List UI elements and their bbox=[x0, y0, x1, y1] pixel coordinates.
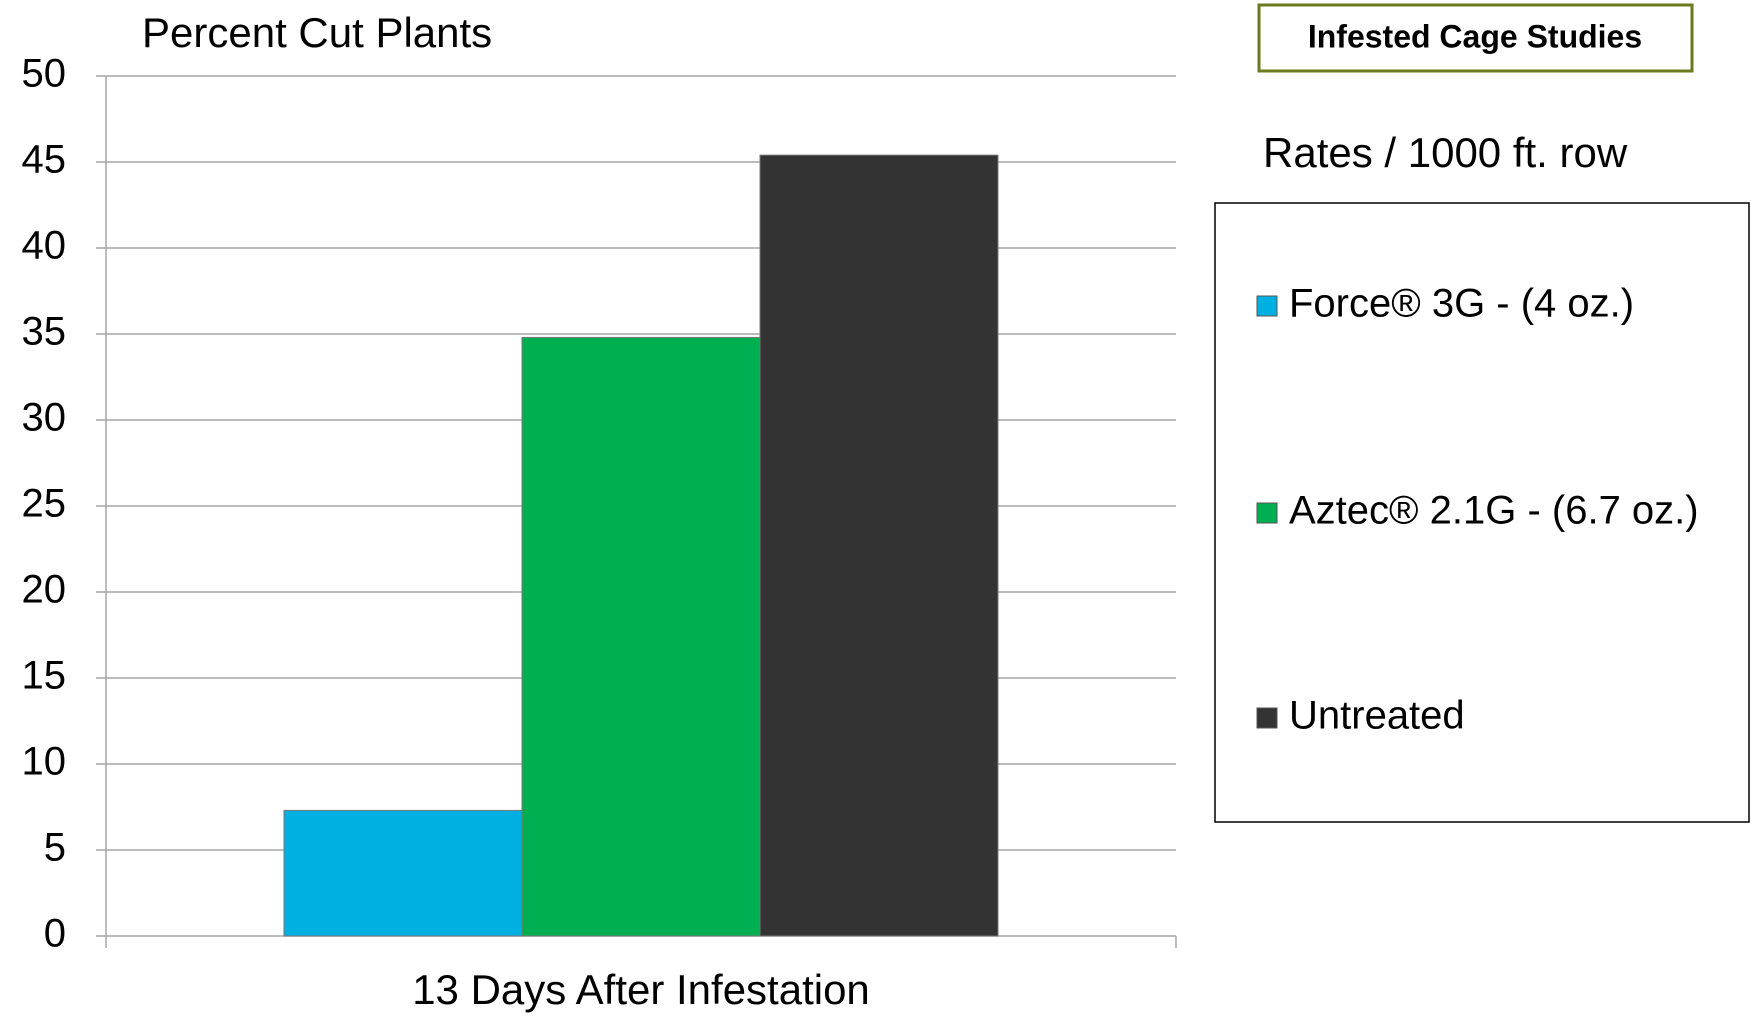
x-tick-label: 13 Days After Infestation bbox=[412, 966, 870, 1013]
panel-title: Infested Cage Studies bbox=[1308, 18, 1642, 54]
panel-box bbox=[1257, 3, 1694, 73]
legend-box bbox=[1214, 202, 1750, 823]
legend-label: Untreated bbox=[1289, 694, 1465, 738]
bar bbox=[759, 154, 999, 937]
y-tick-label: 30 bbox=[22, 396, 67, 440]
y-tick-label: 10 bbox=[22, 740, 67, 784]
y-tick-label: 35 bbox=[22, 310, 67, 354]
y-tick-label: 50 bbox=[22, 52, 67, 96]
legend-label: Aztec® 2.1G - (6.7 oz.) bbox=[1289, 489, 1699, 533]
legend-swatch bbox=[1256, 707, 1278, 729]
legend-label: Force® 3G - (4 oz.) bbox=[1289, 282, 1634, 326]
y-tick-label: 0 bbox=[44, 912, 66, 956]
bar bbox=[521, 336, 761, 937]
y-tick-label: 25 bbox=[22, 482, 67, 526]
chart-title: Percent Cut Plants bbox=[142, 9, 492, 56]
y-tick-label: 5 bbox=[44, 826, 66, 870]
bar bbox=[283, 809, 523, 937]
legend-swatch bbox=[1256, 295, 1278, 317]
y-tick-label: 15 bbox=[22, 654, 67, 698]
y-tick-label: 20 bbox=[22, 568, 67, 612]
y-tick-label: 45 bbox=[22, 138, 67, 182]
legend-swatch bbox=[1256, 502, 1278, 524]
legend-title: Rates / 1000 ft. row bbox=[1263, 129, 1628, 176]
y-tick-label: 40 bbox=[22, 224, 67, 268]
